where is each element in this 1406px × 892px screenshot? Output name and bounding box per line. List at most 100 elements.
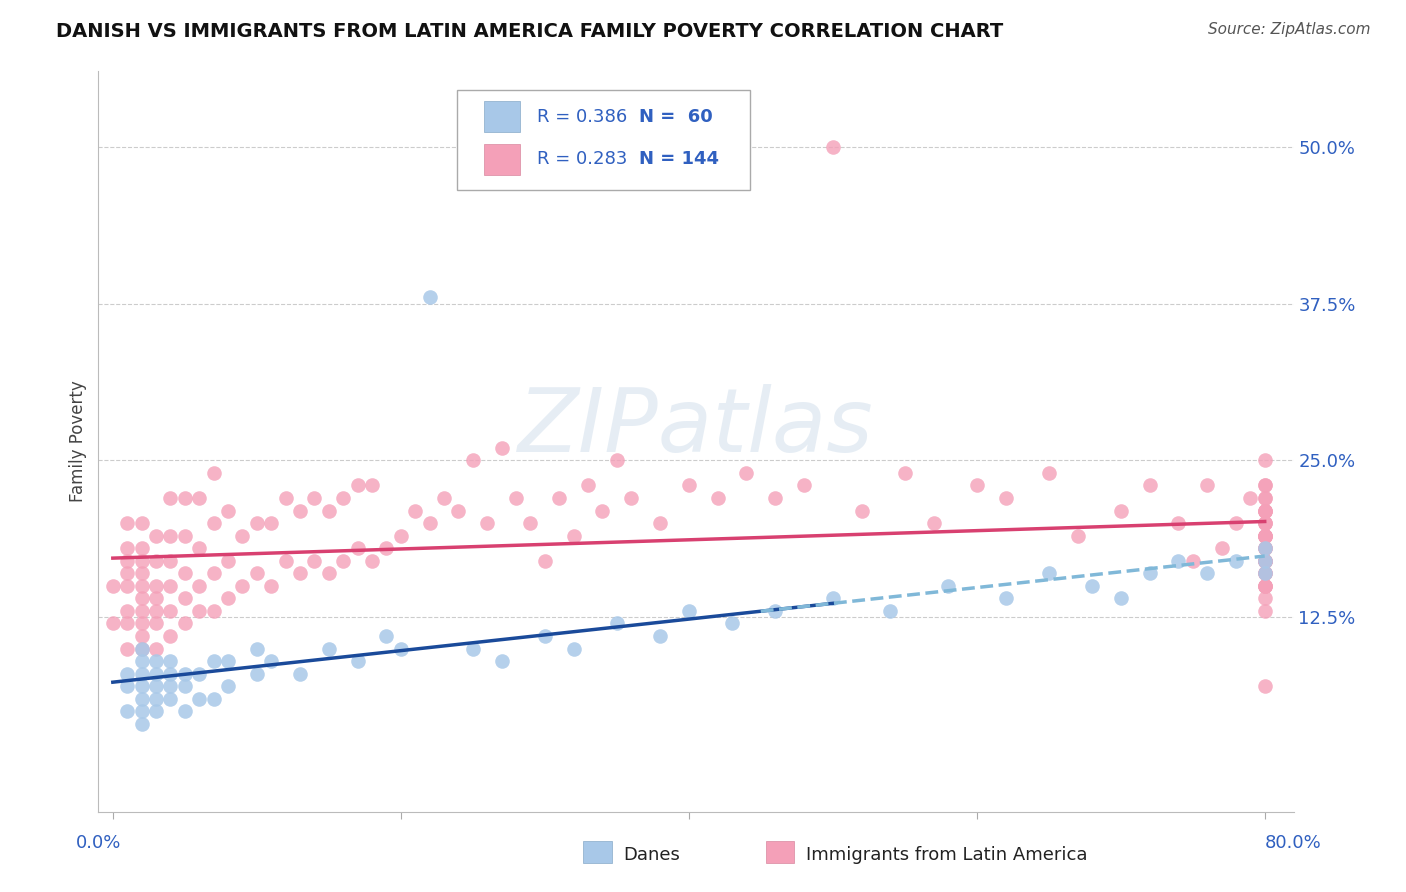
- Point: [288, 503, 311, 517]
- Point: [461, 453, 484, 467]
- Point: [1254, 566, 1277, 581]
- Point: [1254, 554, 1277, 568]
- Point: [131, 717, 153, 731]
- Point: [648, 629, 671, 643]
- Point: [1254, 516, 1277, 530]
- Point: [145, 641, 167, 656]
- Point: [678, 604, 700, 618]
- Point: [346, 541, 368, 556]
- Point: [131, 629, 153, 643]
- Point: [304, 554, 326, 568]
- Point: [173, 679, 195, 693]
- Bar: [485, 144, 520, 175]
- Point: [533, 629, 555, 643]
- Point: [318, 566, 340, 581]
- Point: [851, 503, 873, 517]
- Point: [361, 554, 384, 568]
- Point: [1239, 491, 1261, 505]
- Point: [188, 541, 211, 556]
- Point: [1081, 579, 1104, 593]
- Point: [1109, 591, 1132, 606]
- Point: [217, 503, 239, 517]
- Point: [606, 616, 628, 631]
- Point: [419, 290, 441, 304]
- Point: [922, 516, 945, 530]
- Point: [159, 679, 181, 693]
- Point: [1254, 529, 1277, 543]
- Point: [145, 554, 167, 568]
- Point: [361, 478, 384, 492]
- Point: [246, 566, 269, 581]
- Point: [202, 691, 225, 706]
- Point: [115, 554, 138, 568]
- Point: [159, 579, 181, 593]
- Point: [188, 691, 211, 706]
- Point: [1254, 566, 1277, 581]
- Point: [145, 616, 167, 631]
- Point: [173, 591, 195, 606]
- Point: [115, 679, 138, 693]
- Point: [159, 529, 181, 543]
- Point: [879, 604, 901, 618]
- Point: [115, 616, 138, 631]
- Point: [159, 691, 181, 706]
- Text: DANISH VS IMMIGRANTS FROM LATIN AMERICA FAMILY POVERTY CORRELATION CHART: DANISH VS IMMIGRANTS FROM LATIN AMERICA …: [56, 22, 1004, 41]
- Point: [145, 579, 167, 593]
- Point: [533, 554, 555, 568]
- Point: [994, 491, 1017, 505]
- Point: [159, 491, 181, 505]
- Point: [1038, 566, 1060, 581]
- Point: [1254, 478, 1277, 492]
- Point: [375, 541, 398, 556]
- Point: [115, 666, 138, 681]
- Point: [1254, 529, 1277, 543]
- Point: [101, 616, 124, 631]
- Point: [1139, 566, 1161, 581]
- Point: [188, 579, 211, 593]
- Point: [274, 491, 297, 505]
- Point: [1254, 503, 1277, 517]
- Point: [1167, 516, 1189, 530]
- Point: [217, 554, 239, 568]
- Point: [173, 616, 195, 631]
- Point: [1254, 516, 1277, 530]
- Point: [131, 579, 153, 593]
- Point: [461, 641, 484, 656]
- Point: [304, 491, 326, 505]
- Point: [145, 529, 167, 543]
- Point: [1254, 579, 1277, 593]
- Point: [131, 566, 153, 581]
- Point: [145, 604, 167, 618]
- Point: [505, 491, 527, 505]
- Point: [893, 466, 915, 480]
- Point: [202, 604, 225, 618]
- Point: [1254, 554, 1277, 568]
- Point: [1254, 541, 1277, 556]
- Point: [246, 666, 269, 681]
- Point: [131, 704, 153, 718]
- Point: [131, 666, 153, 681]
- Point: [591, 503, 613, 517]
- Point: [131, 654, 153, 668]
- Point: [1225, 516, 1247, 530]
- Point: [260, 579, 283, 593]
- FancyBboxPatch shape: [457, 90, 749, 190]
- Point: [1197, 478, 1219, 492]
- Point: [173, 491, 195, 505]
- Bar: [485, 102, 520, 132]
- Point: [145, 591, 167, 606]
- Point: [115, 641, 138, 656]
- Point: [115, 704, 138, 718]
- Point: [994, 591, 1017, 606]
- Point: [1254, 478, 1277, 492]
- Text: Source: ZipAtlas.com: Source: ZipAtlas.com: [1208, 22, 1371, 37]
- Point: [721, 616, 744, 631]
- Point: [131, 641, 153, 656]
- Point: [332, 554, 354, 568]
- Text: Danes: Danes: [623, 846, 679, 863]
- Point: [1109, 503, 1132, 517]
- Point: [159, 604, 181, 618]
- Point: [159, 654, 181, 668]
- Point: [735, 466, 758, 480]
- Point: [936, 579, 959, 593]
